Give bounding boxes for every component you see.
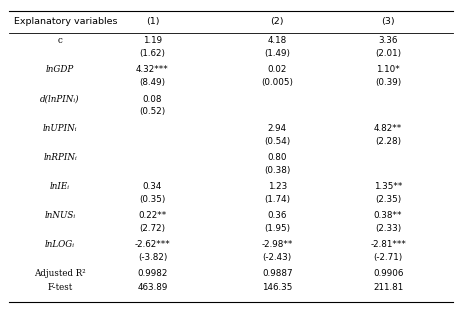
Text: 0.38**: 0.38** xyxy=(374,211,402,220)
Text: (2.33): (2.33) xyxy=(375,224,401,233)
Text: lnGDP: lnGDP xyxy=(46,65,74,74)
Text: 4.32***: 4.32*** xyxy=(136,65,169,74)
Text: 0.9982: 0.9982 xyxy=(137,268,168,277)
Text: 463.89: 463.89 xyxy=(137,283,168,292)
Text: 1.23: 1.23 xyxy=(267,182,287,191)
Text: (-2.43): (-2.43) xyxy=(262,253,292,262)
Text: -2.62***: -2.62*** xyxy=(134,240,170,249)
Text: c: c xyxy=(58,36,62,45)
Text: 0.9887: 0.9887 xyxy=(262,268,292,277)
Text: (2.72): (2.72) xyxy=(140,224,165,233)
Text: 211.81: 211.81 xyxy=(373,283,403,292)
Text: (1.74): (1.74) xyxy=(264,195,290,204)
Text: 0.08: 0.08 xyxy=(143,95,162,104)
Text: (2.01): (2.01) xyxy=(375,49,401,58)
Text: 0.34: 0.34 xyxy=(143,182,162,191)
Text: d(lnPINᵢ): d(lnPINᵢ) xyxy=(40,95,80,104)
Text: (2.28): (2.28) xyxy=(375,136,401,145)
Text: (0.52): (0.52) xyxy=(140,107,165,116)
Text: F-test: F-test xyxy=(48,283,73,292)
Text: lnUPINᵢ: lnUPINᵢ xyxy=(43,124,77,133)
Text: 3.36: 3.36 xyxy=(378,36,398,45)
Text: (0.39): (0.39) xyxy=(375,78,401,87)
Text: 146.35: 146.35 xyxy=(262,283,292,292)
Text: (2.35): (2.35) xyxy=(375,195,401,204)
Text: -2.98**: -2.98** xyxy=(261,240,293,249)
Text: 4.18: 4.18 xyxy=(267,36,287,45)
Text: (-3.82): (-3.82) xyxy=(138,253,167,262)
Text: (0.38): (0.38) xyxy=(264,166,291,175)
Text: 2.94: 2.94 xyxy=(267,124,287,133)
Text: (0.005): (0.005) xyxy=(261,78,293,87)
Text: 1.35**: 1.35** xyxy=(374,182,402,191)
Text: lnRPINᵢ: lnRPINᵢ xyxy=(43,153,77,162)
Text: 0.9906: 0.9906 xyxy=(373,268,403,277)
Text: (-2.71): (-2.71) xyxy=(373,253,403,262)
Text: (1.95): (1.95) xyxy=(264,224,290,233)
Text: (2): (2) xyxy=(270,17,284,26)
Text: lnNUSᵢ: lnNUSᵢ xyxy=(44,211,76,220)
Text: 1.19: 1.19 xyxy=(143,36,162,45)
Text: 1.10*: 1.10* xyxy=(376,65,400,74)
Text: (0.35): (0.35) xyxy=(139,195,166,204)
Text: 0.22**: 0.22** xyxy=(138,211,167,220)
Text: 0.80: 0.80 xyxy=(267,153,287,162)
Text: (1.62): (1.62) xyxy=(140,49,165,58)
Text: Adjusted R²: Adjusted R² xyxy=(34,268,86,277)
Text: 0.02: 0.02 xyxy=(267,65,287,74)
Text: (8.49): (8.49) xyxy=(140,78,165,87)
Text: (3): (3) xyxy=(381,17,395,26)
Text: 0.36: 0.36 xyxy=(267,211,287,220)
Text: lnLOGᵢ: lnLOGᵢ xyxy=(45,240,75,249)
Text: (0.54): (0.54) xyxy=(264,136,290,145)
Text: (1): (1) xyxy=(146,17,159,26)
Text: Explanatory variables: Explanatory variables xyxy=(14,17,117,26)
Text: lnIEᵢ: lnIEᵢ xyxy=(50,182,70,191)
Text: 4.82**: 4.82** xyxy=(374,124,402,133)
Text: -2.81***: -2.81*** xyxy=(370,240,406,249)
Text: (1.49): (1.49) xyxy=(264,49,290,58)
